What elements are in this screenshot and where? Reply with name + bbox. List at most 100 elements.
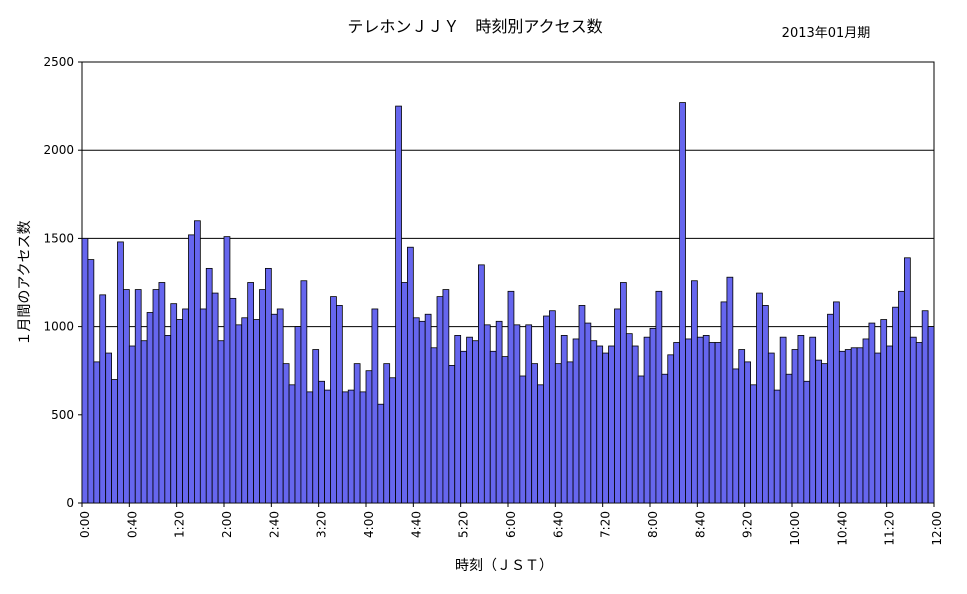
bar bbox=[590, 340, 598, 504]
axis-layer: 0 500 1000 1500 2000 2500 0:00 0:40 1:20 2:00 2:40… bbox=[43, 55, 944, 546]
bar bbox=[253, 319, 260, 504]
bar bbox=[146, 312, 154, 504]
bar bbox=[850, 347, 858, 504]
bar bbox=[359, 391, 367, 504]
bar bbox=[513, 324, 521, 504]
bar bbox=[702, 335, 710, 504]
x-tick-label: 5:20 bbox=[457, 511, 471, 538]
bar bbox=[466, 336, 473, 504]
x-tick-label: 0:40 bbox=[125, 511, 139, 538]
bar bbox=[436, 296, 444, 504]
bar bbox=[620, 282, 627, 504]
y-tick-label: 1000 bbox=[43, 320, 74, 334]
bar bbox=[921, 310, 929, 504]
bar bbox=[211, 292, 219, 504]
bar bbox=[560, 335, 568, 504]
bar bbox=[454, 335, 462, 504]
bar bbox=[288, 384, 296, 504]
y-tick-label: 500 bbox=[51, 408, 74, 422]
bar bbox=[442, 289, 450, 504]
bar bbox=[679, 102, 686, 504]
x-tick-label: 12:00 bbox=[930, 511, 944, 546]
bar bbox=[608, 345, 615, 504]
y-tick-label: 1500 bbox=[43, 231, 74, 245]
bar bbox=[898, 290, 905, 504]
bar bbox=[430, 347, 438, 504]
bar bbox=[389, 377, 396, 504]
bar bbox=[282, 363, 290, 504]
bar bbox=[696, 336, 704, 504]
y-axis-label: １月間のアクセス数 bbox=[17, 220, 33, 345]
bar bbox=[418, 320, 426, 504]
bar bbox=[383, 363, 391, 504]
bar bbox=[306, 391, 314, 504]
bar bbox=[223, 236, 231, 504]
bar bbox=[833, 301, 840, 504]
x-tick-label: 9:20 bbox=[741, 511, 755, 538]
bar bbox=[341, 391, 349, 504]
bar bbox=[152, 289, 160, 504]
bar bbox=[412, 317, 420, 504]
chart-subtitle: 2013年01月期 bbox=[782, 26, 871, 41]
bar bbox=[478, 264, 485, 504]
bar bbox=[105, 352, 112, 504]
bar bbox=[117, 241, 124, 504]
bar bbox=[300, 280, 308, 504]
bar bbox=[838, 350, 846, 504]
bar bbox=[566, 361, 574, 504]
bar bbox=[170, 303, 178, 504]
bar bbox=[815, 359, 822, 504]
x-tick-label: 11:20 bbox=[883, 511, 897, 546]
x-tick-label: 10:00 bbox=[788, 511, 802, 546]
bar bbox=[667, 354, 675, 504]
bar bbox=[312, 349, 320, 504]
bar bbox=[519, 375, 527, 504]
bar bbox=[377, 403, 385, 504]
bar bbox=[543, 315, 550, 504]
bar bbox=[407, 246, 414, 504]
bar bbox=[726, 276, 734, 504]
bar bbox=[821, 363, 828, 504]
bar bbox=[649, 327, 657, 504]
bar bbox=[324, 389, 331, 504]
chart-title: テレホンＪＪＹ 時刻別アクセス数 bbox=[347, 17, 602, 36]
bar bbox=[424, 313, 432, 504]
bar bbox=[549, 310, 556, 504]
bar bbox=[714, 342, 722, 504]
bar bbox=[779, 336, 787, 504]
x-tick-label: 4:00 bbox=[362, 511, 376, 538]
x-tick-label: 8:40 bbox=[693, 511, 707, 538]
bar bbox=[809, 336, 817, 504]
bar bbox=[489, 350, 497, 504]
bar bbox=[182, 308, 189, 504]
bar bbox=[371, 308, 379, 504]
bar bbox=[874, 352, 882, 504]
bar bbox=[762, 305, 769, 504]
bar bbox=[625, 333, 633, 504]
bar bbox=[631, 345, 639, 504]
bar bbox=[134, 289, 142, 504]
bar bbox=[294, 326, 302, 504]
bar bbox=[501, 356, 509, 504]
bar bbox=[880, 319, 888, 504]
bar bbox=[554, 363, 562, 504]
bar bbox=[738, 349, 746, 504]
bar bbox=[785, 373, 793, 504]
bar bbox=[140, 340, 148, 504]
bar bbox=[773, 389, 781, 504]
x-tick-label: 0:00 bbox=[78, 511, 92, 538]
bar bbox=[685, 338, 692, 504]
bar bbox=[507, 290, 515, 504]
x-tick-label: 6:00 bbox=[504, 511, 518, 538]
x-tick-label: 4:40 bbox=[409, 511, 423, 538]
bar bbox=[915, 342, 923, 504]
bar bbox=[276, 308, 284, 504]
bar bbox=[472, 340, 479, 504]
bar bbox=[525, 324, 533, 504]
bar bbox=[265, 267, 272, 504]
bar bbox=[572, 338, 580, 504]
bar bbox=[904, 257, 911, 504]
bar bbox=[241, 317, 249, 504]
bar bbox=[673, 342, 680, 504]
